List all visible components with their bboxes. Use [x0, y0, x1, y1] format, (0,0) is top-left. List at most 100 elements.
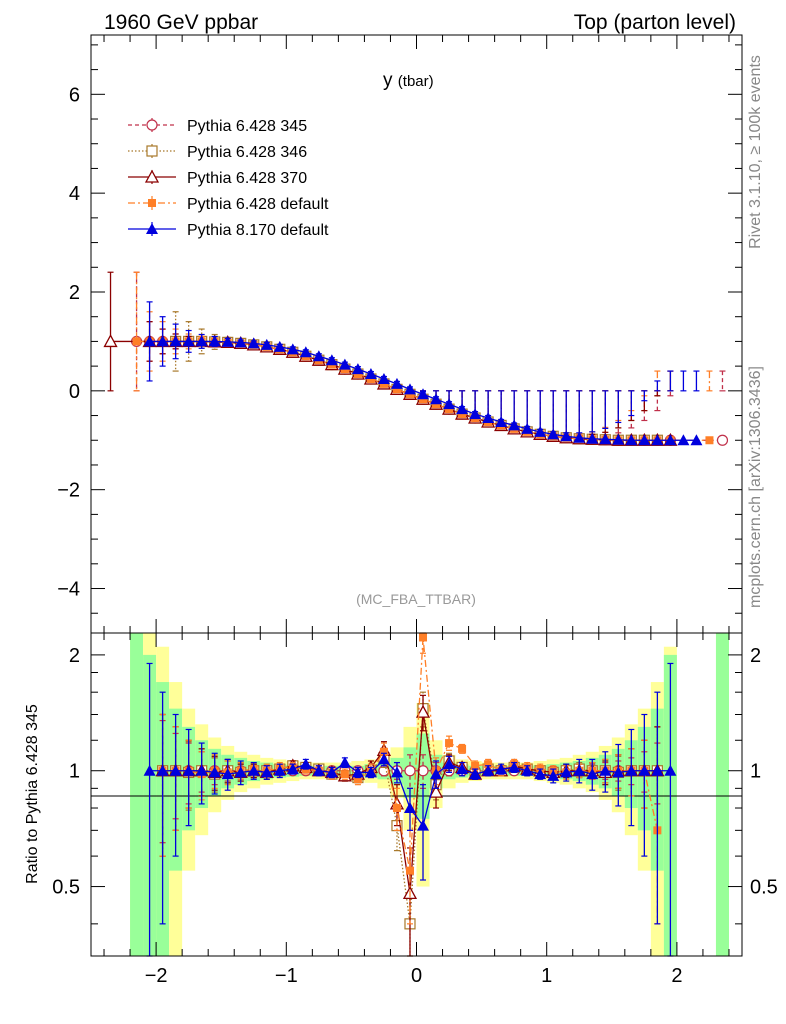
data-point	[195, 764, 208, 776]
ratio-panel: 2 2 1 1 0.5 0.5 −2 −1 0 1 2 Ratio to Pythia 6.428 …	[24, 632, 778, 987]
data-point	[143, 335, 156, 347]
legend-entry: Pythia 6.428 370	[128, 169, 307, 187]
data-point	[379, 747, 388, 756]
main-panel: 6 4 2 0 −2 −4 y (tbar) (MC_FBA_TTBAR) Pythia …	[57, 34, 743, 634]
main-title-suffix: (tbar)	[398, 73, 434, 90]
series-p6def	[132, 271, 714, 445]
data-point	[247, 764, 260, 776]
data-point	[573, 764, 586, 776]
data-point	[716, 434, 729, 446]
data-point	[664, 764, 677, 776]
data-point	[547, 428, 560, 440]
data-point	[445, 739, 454, 748]
legend-label: Pythia 8.170 default	[187, 222, 329, 239]
data-point	[182, 764, 195, 776]
data-point	[260, 766, 273, 778]
data-point	[508, 419, 521, 431]
data-point	[651, 434, 664, 446]
data-point	[286, 763, 299, 775]
legend: Pythia 6.428 345 Pythia 6.428 346 Pythia 6…	[128, 118, 329, 239]
data-point	[560, 430, 573, 442]
data-point	[456, 763, 469, 775]
band-green	[130, 633, 144, 956]
data-point	[132, 337, 141, 346]
data-point	[404, 765, 416, 777]
data-point	[143, 764, 156, 776]
data-point	[586, 432, 599, 444]
data-point	[430, 393, 443, 405]
data-point	[469, 408, 482, 420]
data-point	[430, 768, 443, 780]
data-point	[521, 764, 534, 776]
legend-entry: Pythia 6.428 345	[128, 118, 307, 135]
data-point	[638, 434, 651, 446]
data-point	[299, 758, 312, 770]
data-point	[547, 769, 560, 781]
legend-marker	[146, 119, 158, 131]
data-point	[612, 433, 625, 445]
ratio-ylabel: Ratio to Pythia 6.428 345	[24, 704, 41, 884]
data-point	[325, 766, 338, 778]
data-point	[651, 764, 664, 776]
data-point	[364, 368, 377, 380]
ratio-series	[143, 632, 677, 957]
header-left: 1960 GeV ppbar	[104, 11, 258, 34]
data-point	[573, 431, 586, 443]
data-point	[705, 436, 714, 445]
data-point	[312, 350, 325, 362]
data-point	[234, 336, 247, 348]
series-p346	[170, 311, 663, 446]
legend-marker	[146, 223, 158, 234]
data-point	[443, 398, 456, 410]
series-line	[175, 340, 658, 441]
data-point	[353, 775, 362, 784]
x-tick-label: −1	[275, 965, 298, 987]
ratio-tick-label: 0.5	[52, 877, 80, 899]
y-tick-label: 4	[69, 183, 80, 205]
data-point	[482, 764, 495, 776]
data-point	[469, 768, 482, 780]
data-point	[103, 334, 118, 348]
rivet-label: Rivet 3.1.10, ≥ 100k events	[747, 55, 764, 249]
data-point	[625, 764, 638, 776]
data-point	[156, 764, 169, 776]
data-point	[338, 358, 351, 370]
legend-label: Pythia 6.428 346	[187, 144, 307, 161]
legend-label: Pythia 6.428 345	[187, 118, 307, 135]
data-point	[156, 335, 169, 347]
data-point	[273, 340, 286, 352]
series-p345	[130, 271, 729, 446]
data-point	[286, 343, 299, 355]
y-tick-label: 2	[69, 282, 80, 304]
data-point	[208, 335, 221, 347]
data-point	[484, 760, 493, 769]
ratio-tick-label-right: 0.5	[750, 877, 778, 899]
main-title: y (tbar)	[383, 70, 434, 91]
legend-marker	[148, 199, 156, 207]
legend-marker	[146, 145, 158, 157]
data-point	[364, 766, 377, 778]
data-point	[221, 768, 234, 780]
analysis-annotation: (MC_FBA_TTBAR)	[356, 591, 476, 607]
data-point	[443, 758, 456, 770]
data-point	[340, 770, 349, 779]
header-right: Top (parton level)	[574, 11, 736, 34]
data-point	[625, 434, 638, 446]
data-point	[534, 425, 547, 437]
data-point	[195, 335, 208, 347]
x-tick-label: 0	[411, 965, 422, 987]
data-point	[390, 377, 403, 389]
data-point	[377, 753, 390, 765]
y-tick-label: −2	[57, 480, 80, 502]
data-point	[377, 372, 390, 384]
main-title-var: y	[383, 70, 393, 91]
data-point	[392, 385, 401, 394]
data-point	[415, 704, 431, 718]
ratio-tick-label: 1	[69, 761, 80, 783]
data-point	[325, 354, 338, 366]
legend-entry: Pythia 6.428 default	[128, 196, 329, 213]
data-point	[677, 434, 690, 446]
x-tick-label: −2	[145, 965, 168, 987]
data-point	[638, 764, 651, 776]
